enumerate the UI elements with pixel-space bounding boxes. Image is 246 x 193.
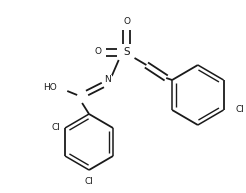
Text: N: N: [105, 75, 111, 85]
Text: O: O: [94, 47, 101, 57]
Text: S: S: [123, 47, 130, 57]
Text: O: O: [123, 18, 130, 26]
Text: HO: HO: [44, 84, 57, 92]
Text: Cl: Cl: [51, 124, 60, 133]
Text: Cl: Cl: [235, 106, 244, 114]
Text: Cl: Cl: [85, 178, 93, 186]
